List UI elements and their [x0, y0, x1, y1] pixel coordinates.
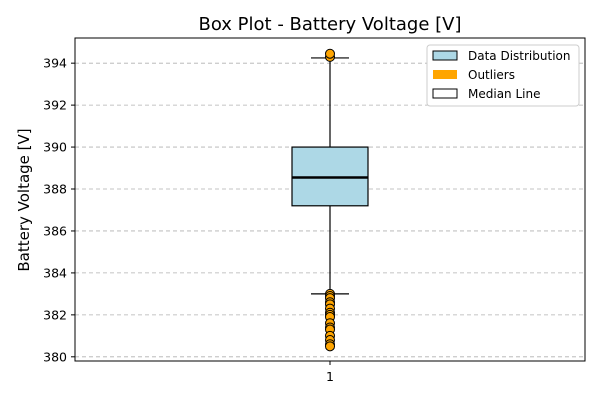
y-tick-label: 384: [43, 265, 67, 280]
y-tick-label: 382: [43, 307, 67, 322]
y-tick-label: 380: [43, 349, 67, 364]
x-axis: 1: [326, 361, 334, 384]
y-axis: 380 382 384 386 388 390 392 394: [43, 56, 75, 364]
legend-swatch-outliers: [433, 70, 457, 79]
y-tick-label: 386: [43, 223, 67, 238]
legend-label: Data Distribution: [468, 49, 570, 63]
legend-frame: [426, 44, 580, 107]
y-axis-label: Battery Voltage [V]: [15, 128, 33, 271]
y-tick-label: 392: [43, 98, 67, 113]
legend-swatch: [432, 50, 458, 61]
chart-title: Box Plot - Battery Voltage [V]: [199, 14, 462, 35]
y-tick-label: 388: [43, 182, 67, 197]
legend-swatch: [432, 88, 458, 99]
y-tick-label: 390: [43, 140, 67, 155]
plot-area: [291, 48, 369, 352]
outlier-point: [325, 341, 335, 352]
legend-label: Median Line: [468, 87, 540, 101]
y-tick-label: 394: [43, 56, 67, 71]
outlier-point: [325, 48, 335, 59]
legend: Data Distribution Outliers Median Line: [426, 44, 580, 107]
legend-label: Outliers: [468, 68, 515, 82]
x-tick-label: 1: [326, 369, 334, 384]
